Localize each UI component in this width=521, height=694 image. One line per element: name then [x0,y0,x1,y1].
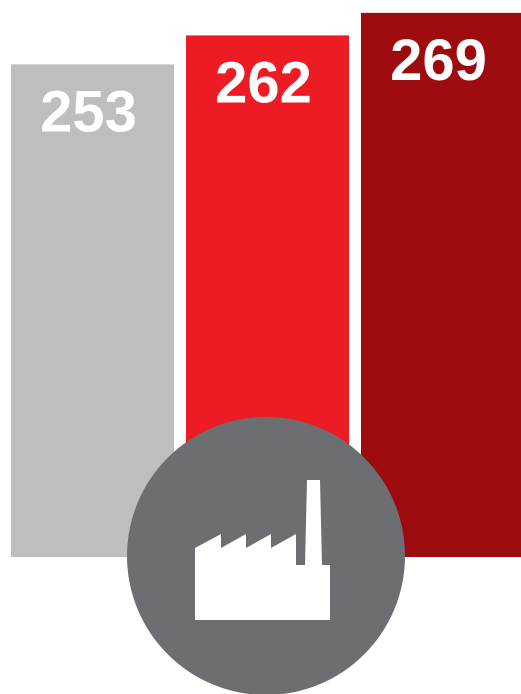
bar [11,64,174,557]
factory-icon [195,480,330,620]
factory-badge [127,417,405,694]
bar [361,12,521,558]
value-label: 269 [390,28,487,93]
value-label: 262 [215,51,312,116]
bars: 253 262 269 [11,12,521,558]
value-label: 253 [40,80,137,145]
